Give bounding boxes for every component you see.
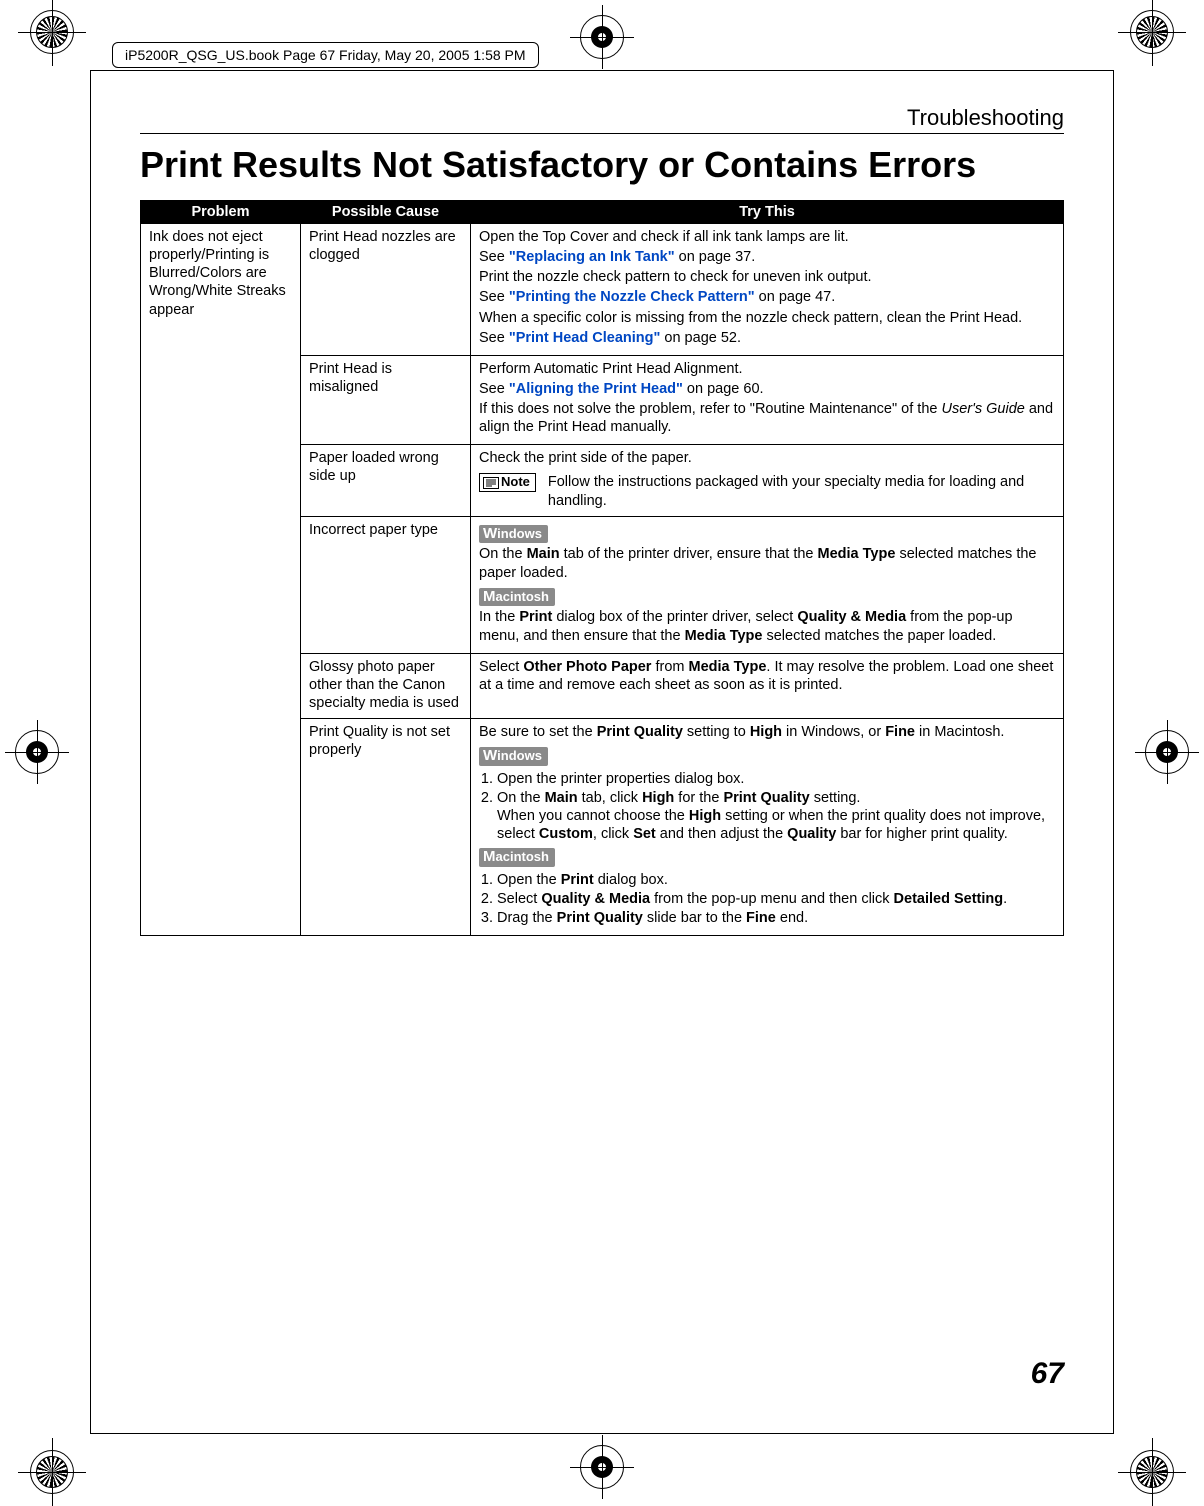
try-text: Be sure to set the xyxy=(479,724,597,740)
try-text: dialog box of the printer driver, select xyxy=(552,609,797,625)
media-type-ref: Media Type xyxy=(818,546,896,562)
note-text: Follow the instructions packaged with yo… xyxy=(548,473,1055,509)
note-icon xyxy=(483,477,499,489)
cell-cause: Print Head is misaligned xyxy=(301,355,471,445)
quality-media-ref: Quality & Media xyxy=(797,609,906,625)
try-text: from xyxy=(651,659,688,675)
try-text: Select xyxy=(479,659,523,675)
try-text: on page 47. xyxy=(755,289,836,305)
page-title: Print Results Not Satisfactory or Contai… xyxy=(140,144,1064,186)
registration-top xyxy=(580,15,624,59)
try-text: Perform Automatic Print Head Alignment. xyxy=(479,360,1055,378)
try-text: In the xyxy=(479,609,519,625)
media-type-ref: Media Type xyxy=(689,659,767,675)
try-text: If this does not solve the problem, refe… xyxy=(479,401,941,417)
other-photo-paper-ref: Other Photo Paper xyxy=(523,659,651,675)
try-text: in Windows, or xyxy=(782,724,885,740)
try-text: Check the print side of the paper. xyxy=(479,449,1055,467)
link-aligning-head: "Aligning the Print Head" xyxy=(509,381,683,397)
note-badge: Note xyxy=(479,473,536,491)
th-cause: Possible Cause xyxy=(301,201,471,224)
cell-try: Select Other Photo Paper from Media Type… xyxy=(471,653,1064,718)
try-text: See xyxy=(479,289,509,305)
try-text: setting to xyxy=(683,724,750,740)
registration-left xyxy=(15,730,59,774)
step: Open the Print dialog box. xyxy=(497,871,1055,889)
media-type-ref: Media Type xyxy=(685,628,763,644)
try-text: on page 60. xyxy=(683,381,764,397)
try-text: tab of the printer driver, ensure that t… xyxy=(560,546,818,562)
cell-cause: Paper loaded wrong side up xyxy=(301,445,471,516)
cell-cause: Incorrect paper type xyxy=(301,516,471,653)
link-nozzle-check: "Printing the Nozzle Check Pattern" xyxy=(509,289,755,305)
cell-try: WWindowsindows On the Main tab of the pr… xyxy=(471,516,1064,653)
cell-try: Be sure to set the Print Quality setting… xyxy=(471,719,1064,936)
crop-mark-tr xyxy=(1130,10,1174,54)
crop-mark-tl xyxy=(30,10,74,54)
step: On the Main tab, click High for the Prin… xyxy=(497,789,1055,843)
step: Select Quality & Media from the pop-up m… xyxy=(497,890,1055,908)
cell-cause: Glossy photo paper other than the Canon … xyxy=(301,653,471,718)
book-info-callout: iP5200R_QSG_US.book Page 67 Friday, May … xyxy=(112,42,539,68)
try-text: Open the Top Cover and check if all ink … xyxy=(479,228,1055,246)
try-text: Print the nozzle check pattern to check … xyxy=(479,268,1055,286)
step: Drag the Print Quality slide bar to the … xyxy=(497,909,1055,927)
try-text: in Macintosh. xyxy=(915,724,1004,740)
link-replacing-ink-tank: "Replacing an Ink Tank" xyxy=(509,249,675,265)
cell-try: Check the print side of the paper. Note … xyxy=(471,445,1064,516)
page-content: Troubleshooting Print Results Not Satisf… xyxy=(140,105,1064,1399)
main-tab-ref: Main xyxy=(527,546,560,562)
users-guide-ref: User's Guide xyxy=(941,401,1024,417)
try-text: See xyxy=(479,381,509,397)
windows-badge: Windows xyxy=(479,747,548,766)
try-text: See xyxy=(479,330,509,346)
step: Open the printer properties dialog box. xyxy=(497,770,1055,788)
try-text: on page 52. xyxy=(660,330,741,346)
macintosh-badge: Macintosh xyxy=(479,588,555,607)
section-header: Troubleshooting xyxy=(140,105,1064,134)
print-dialog-ref: Print xyxy=(519,609,552,625)
try-text: When a specific color is missing from th… xyxy=(479,309,1055,327)
cell-try: Perform Automatic Print Head Alignment. … xyxy=(471,355,1064,445)
cell-cause: Print Head nozzles are clogged xyxy=(301,224,471,356)
troubleshooting-table: Problem Possible Cause Try This Ink does… xyxy=(140,200,1064,936)
windows-badge: WWindowsindows xyxy=(479,525,548,544)
link-head-cleaning: "Print Head Cleaning" xyxy=(509,330,661,346)
try-text: on page 37. xyxy=(675,249,756,265)
windows-steps: Open the printer properties dialog box. … xyxy=(479,770,1055,844)
table-row: Ink does not eject properly/Printing is … xyxy=(141,224,1064,356)
try-text: See xyxy=(479,249,509,265)
note-label: Note xyxy=(501,474,530,489)
macintosh-badge: Macintosh xyxy=(479,848,555,867)
print-quality-ref: Print Quality xyxy=(597,724,683,740)
macintosh-steps: Open the Print dialog box. Select Qualit… xyxy=(479,871,1055,927)
fine-ref: Fine xyxy=(885,724,915,740)
cell-try: Open the Top Cover and check if all ink … xyxy=(471,224,1064,356)
high-ref: High xyxy=(750,724,782,740)
page-number: 67 xyxy=(1031,1357,1064,1391)
th-problem: Problem xyxy=(141,201,301,224)
registration-bottom xyxy=(580,1445,624,1489)
try-text: On the xyxy=(479,546,527,562)
cell-cause: Print Quality is not set properly xyxy=(301,719,471,936)
th-try: Try This xyxy=(471,201,1064,224)
try-text: selected matches the paper loaded. xyxy=(762,628,996,644)
crop-mark-br xyxy=(1130,1450,1174,1494)
crop-mark-bl xyxy=(30,1450,74,1494)
registration-right xyxy=(1145,730,1189,774)
cell-problem: Ink does not eject properly/Printing is … xyxy=(141,224,301,936)
